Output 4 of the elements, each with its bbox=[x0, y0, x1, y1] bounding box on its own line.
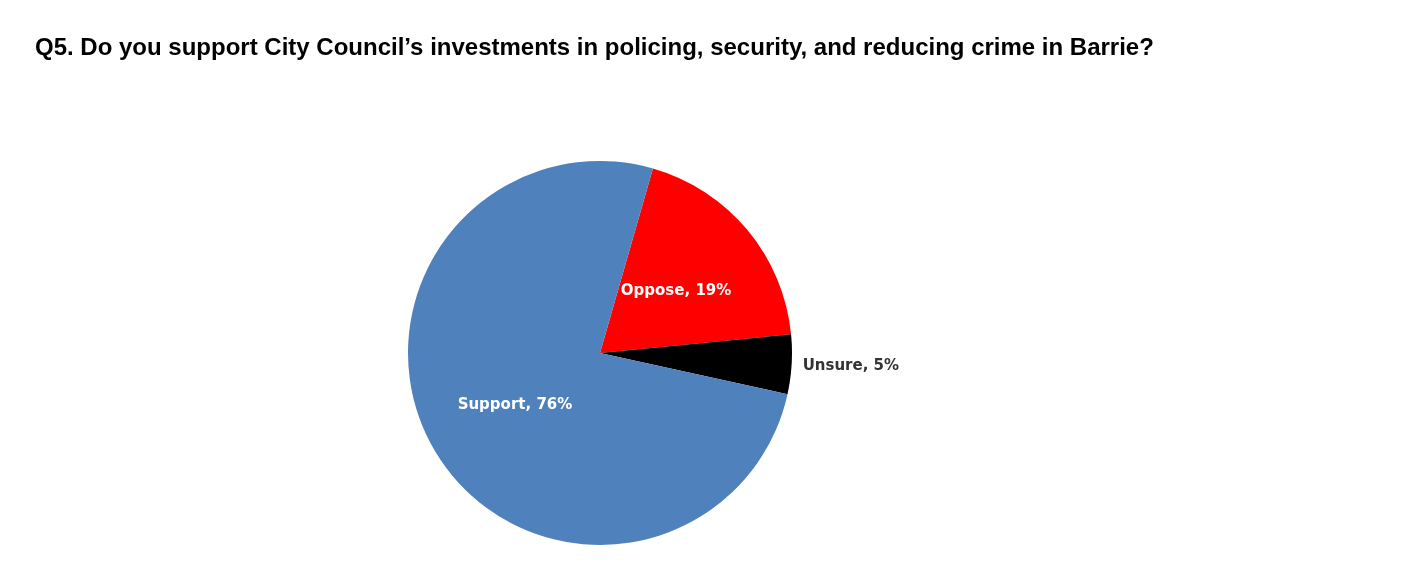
slice-label: Oppose, 19% bbox=[620, 280, 732, 299]
slice-label: Unsure, 5% bbox=[802, 355, 900, 374]
slice-label: Support, 76% bbox=[457, 394, 573, 413]
chart-title: Q5. Do you support City Council’s investments in policing, security, and reducing crime in Barrie? bbox=[35, 32, 1154, 60]
